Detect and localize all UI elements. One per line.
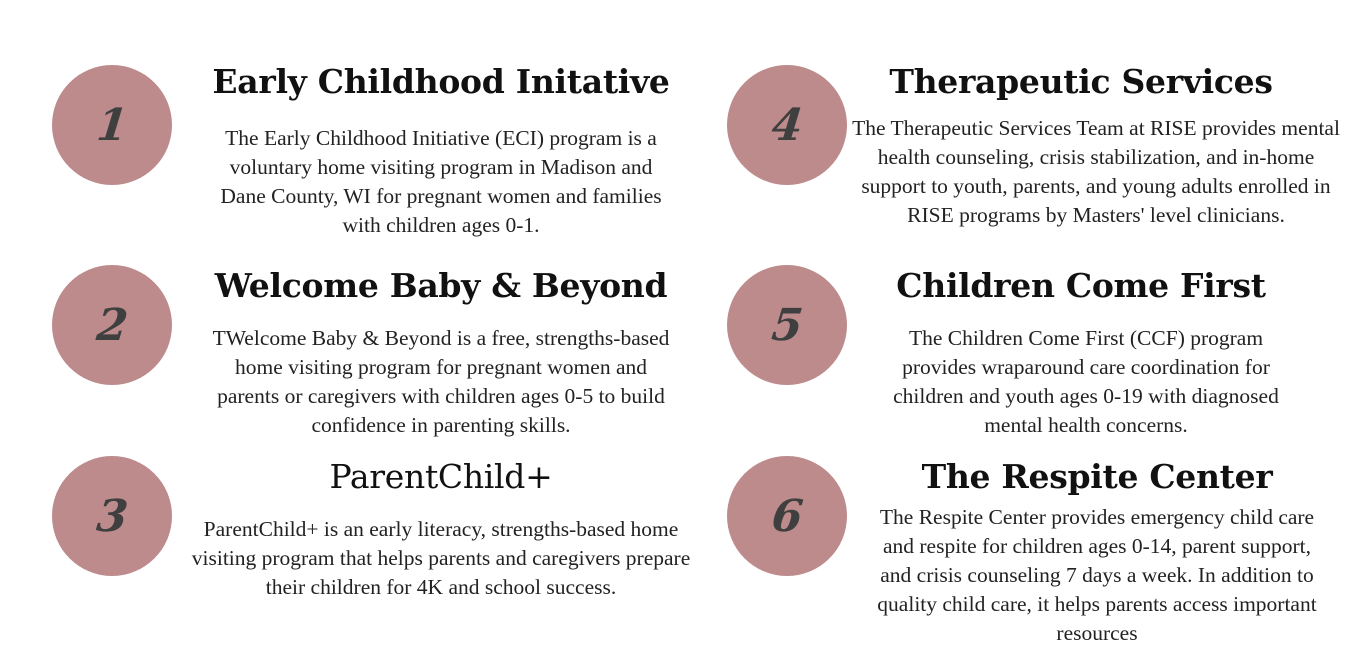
program-title: Early Childhood Initative [212, 62, 670, 101]
program-number: 2 [94, 299, 130, 351]
program-description: ParentChild+ is an early literacy, stren… [191, 517, 691, 599]
program-title: Children Come First [896, 266, 1266, 305]
program-title: Therapeutic Services [889, 62, 1273, 101]
program-number: 5 [769, 299, 805, 351]
number-circle-1: 1 [52, 65, 172, 185]
program-number: 6 [769, 490, 805, 542]
program-number: 1 [94, 99, 130, 151]
number-circle-3: 3 [52, 456, 172, 576]
program-number: 4 [769, 99, 805, 151]
program-description: The Respite Center provides emergency ch… [877, 505, 1317, 645]
program-description: TWelcome Baby & Beyond is a free, streng… [212, 326, 670, 437]
program-title: Welcome Baby & Beyond [214, 266, 668, 305]
program-description: The Children Come First (CCF) program pr… [893, 326, 1279, 437]
program-title: The Respite Center [921, 457, 1273, 496]
program-description: The Early Childhood Initiative (ECI) pro… [220, 126, 662, 237]
program-description: The Therapeutic Services Team at RISE pr… [852, 116, 1340, 227]
program-title: ParentChild+ [329, 457, 553, 496]
number-circle-6: 6 [727, 456, 847, 576]
number-circle-5: 5 [727, 265, 847, 385]
number-circle-4: 4 [727, 65, 847, 185]
number-circle-2: 2 [52, 265, 172, 385]
program-number: 3 [94, 490, 130, 542]
